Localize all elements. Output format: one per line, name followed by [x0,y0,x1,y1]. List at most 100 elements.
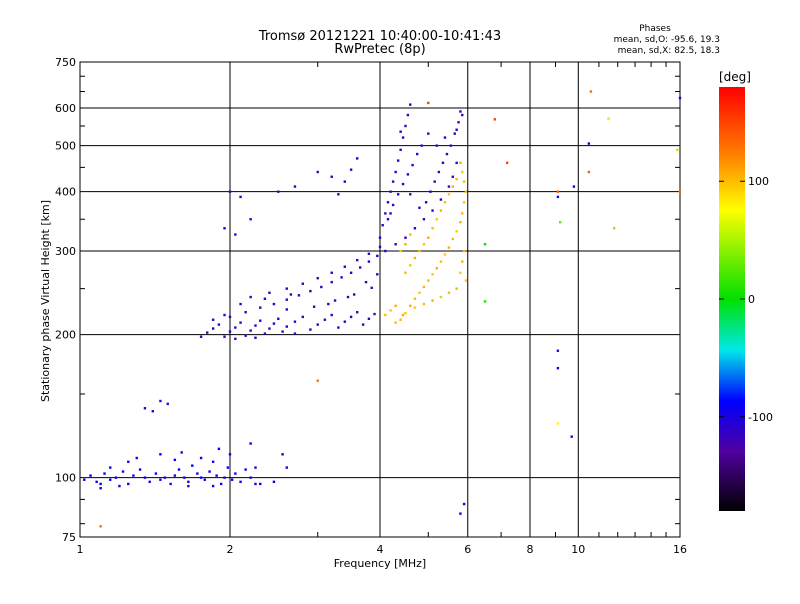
data-point [99,482,102,486]
chart-subtitle: RwPretec (8p) [334,42,425,57]
data-point [249,442,252,445]
data-point [99,487,102,490]
data-point [228,190,232,193]
data-point [159,478,162,481]
x-tick-label: 16 [673,543,687,556]
data-point [148,480,151,484]
data-point [228,453,232,456]
x-tick-label: 6 [464,543,471,556]
y-tick-label: 300 [55,245,76,258]
data-point [401,182,405,186]
data-point [183,476,186,479]
data-point [349,271,353,274]
data-point [254,466,257,469]
data-point [293,185,297,188]
data-point [384,212,387,215]
y-tick-label: 600 [55,102,76,115]
data-point [337,326,340,329]
data-point [451,185,455,188]
data-point [272,302,276,306]
data-point [462,180,466,183]
data-point [199,456,203,460]
data-point [355,258,359,262]
y-tick-label: 200 [55,329,76,342]
colorbar: [deg] 100 0 -100 [719,70,773,511]
data-point [285,325,288,328]
minor-ticks [80,62,680,537]
data-point [394,243,397,246]
data-point [223,335,226,338]
data-point [217,447,221,451]
data-point [211,460,215,463]
grid-lines [80,62,680,537]
data-point [459,220,462,224]
data-point [163,476,167,479]
chart-title: Tromsø 20121221 10:40:00-10:41:43 [258,29,501,44]
data-point [203,478,206,481]
data-point [346,295,350,299]
data-point [572,185,576,188]
data-point [455,287,458,290]
colorbar-tick-label: -100 [748,411,773,424]
data-point [234,233,237,236]
data-point [409,193,412,196]
data-point [461,212,464,215]
data-point [95,480,98,484]
data-point [559,220,562,224]
data-point [196,472,199,475]
data-point [451,175,455,178]
data-point [230,478,234,481]
data-point [316,379,319,382]
data-point [607,117,610,120]
data-point [320,285,323,289]
data-point [435,218,438,221]
data-point [462,502,466,506]
data-point [285,466,288,469]
data-point [281,453,284,456]
data-point [429,190,432,193]
data-point [455,177,458,181]
data-point [459,110,462,113]
data-point [587,142,591,145]
data-point [437,170,441,174]
data-point [187,480,190,484]
data-point [132,474,135,477]
data-point [337,193,340,196]
data-point [422,243,426,246]
colorbar-tick-label: 100 [748,175,769,188]
data-point [447,246,451,249]
data-point [281,330,284,333]
data-point [455,128,458,131]
data-point [461,170,464,174]
data-point [401,313,405,317]
data-point [443,253,447,256]
data-point [420,144,423,147]
data-point [391,180,395,183]
y-axis-label: Stationary phase Virtual Height [km] [39,200,52,402]
data-point [254,324,257,327]
data-point [99,525,102,528]
data-point [433,180,436,183]
data-point [89,474,92,477]
data-points [83,90,682,528]
data-point [399,148,402,152]
data-point [431,227,434,230]
data-point [461,113,464,117]
data-point [413,227,417,230]
data-point [445,152,449,156]
data-point [556,422,560,425]
data-point [223,476,226,479]
x-tick-labels: 1 2 4 6 8 10 16 [77,543,688,556]
data-point [330,280,333,284]
data-point [418,206,421,209]
data-point [464,279,468,282]
data-point [355,311,359,314]
y-tick-label: 100 [55,472,76,485]
data-point [249,476,252,479]
data-point [316,276,319,280]
data-point [166,402,169,406]
data-point [612,227,616,230]
data-point [263,332,267,335]
data-point [464,190,468,193]
data-point [409,233,412,236]
